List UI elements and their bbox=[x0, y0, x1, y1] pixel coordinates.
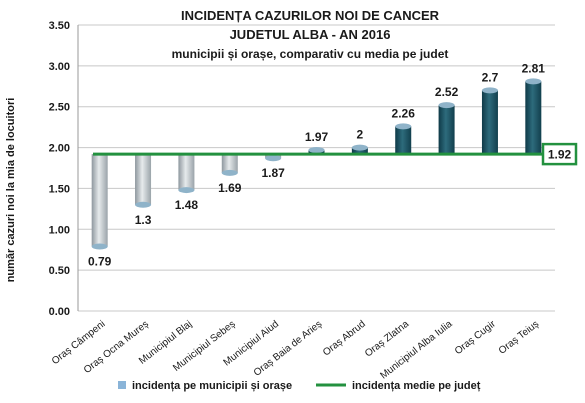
data-label: 2.26 bbox=[392, 106, 416, 120]
data-label: 1.3 bbox=[135, 213, 152, 227]
bar bbox=[395, 126, 412, 155]
chart-titles: INCIDENȚA CAZURILOR NOI DE CANCER JUDETU… bbox=[172, 8, 449, 61]
bars bbox=[91, 78, 542, 250]
data-label: 1.48 bbox=[175, 198, 199, 212]
bar bbox=[178, 154, 195, 191]
bar-cap bbox=[351, 144, 368, 151]
legend-marker-bars bbox=[118, 381, 126, 389]
bar bbox=[525, 81, 542, 155]
bar bbox=[351, 147, 368, 155]
bar bbox=[91, 154, 108, 247]
y-tick-label: 0.50 bbox=[49, 265, 70, 277]
data-label: 2.81 bbox=[522, 61, 546, 75]
bar-cap bbox=[525, 78, 542, 85]
y-tick-label: 1.00 bbox=[49, 224, 70, 236]
bar-cap bbox=[178, 187, 195, 194]
legend-label-bars: incidența pe municipii și orașe bbox=[132, 380, 292, 392]
bar-cap bbox=[221, 169, 238, 176]
chart-subtitle-2: municipii și orașe, comparativ cu media … bbox=[172, 47, 449, 61]
y-tick-label: 3.50 bbox=[49, 20, 70, 32]
chart-title: INCIDENȚA CAZURILOR NOI DE CANCER bbox=[181, 8, 440, 23]
y-tick-label: 3.00 bbox=[49, 61, 70, 73]
data-label: 0.79 bbox=[88, 254, 112, 268]
bar bbox=[135, 154, 152, 205]
average-value-label: 1.92 bbox=[548, 148, 572, 162]
y-axis-ticks: 0.00 0.50 1.00 1.50 2.00 2.50 3.00 3.50 bbox=[49, 20, 70, 318]
bar bbox=[481, 90, 498, 155]
chart-subtitle: JUDETUL ALBA - AN 2016 bbox=[230, 27, 391, 42]
y-tick-label: 2.00 bbox=[49, 143, 70, 155]
y-tick-label: 0.00 bbox=[49, 306, 70, 318]
bar-cap bbox=[265, 155, 282, 162]
bar-cap bbox=[91, 243, 108, 250]
bar-cap bbox=[308, 147, 325, 154]
data-labels: 0.79 1.3 1.48 1.69 1.87 1.97 2 2.26 2.52 2.7 2.81 bbox=[88, 61, 545, 268]
bar-cap bbox=[438, 102, 455, 109]
bar bbox=[221, 154, 238, 173]
bar bbox=[438, 105, 455, 155]
x-tick-label: Oraș Abrud bbox=[321, 319, 368, 359]
x-tick-label: Oraș Cugir bbox=[453, 318, 498, 357]
bar-cap bbox=[481, 87, 498, 94]
y-tick-label: 2.50 bbox=[49, 102, 70, 114]
y-tick-label: 1.50 bbox=[49, 183, 70, 195]
legend: incidența pe municipii și orașe incidenț… bbox=[118, 380, 481, 392]
data-label: 2.52 bbox=[435, 85, 459, 99]
data-label: 2.7 bbox=[482, 70, 499, 84]
legend-label-average: incidența medie pe județ bbox=[352, 380, 481, 392]
x-tick-label: Oraș Teiuș bbox=[497, 319, 541, 357]
average-line-group: 1.92 bbox=[93, 142, 578, 166]
bar-cap bbox=[395, 123, 412, 130]
x-tick-label: Municipiul Alba Iulia bbox=[378, 318, 454, 381]
y-axis-label: număr cazuri noi la mia de locuitori bbox=[5, 98, 17, 283]
data-label: 2 bbox=[357, 128, 364, 142]
average-value-box bbox=[541, 142, 578, 166]
bar-cap bbox=[135, 201, 152, 208]
data-label: 1.97 bbox=[305, 130, 329, 144]
data-label: 1.87 bbox=[261, 166, 285, 180]
data-label: 1.69 bbox=[218, 181, 242, 195]
